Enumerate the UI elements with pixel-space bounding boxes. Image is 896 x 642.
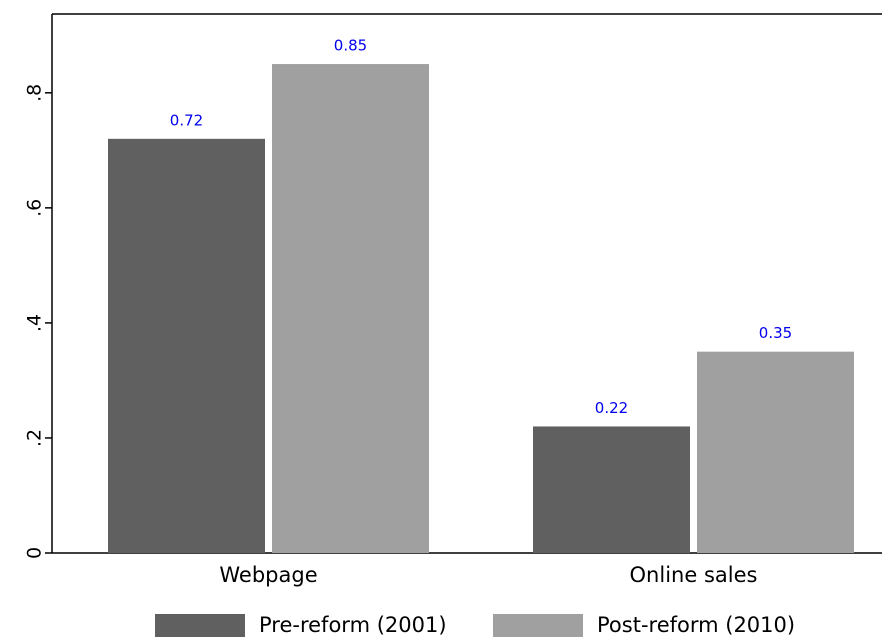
bar <box>533 426 690 553</box>
x-tick-label: Online sales <box>630 563 758 587</box>
y-tick-label: .8 <box>24 84 46 102</box>
y-tick-label: 0 <box>24 547 46 559</box>
legend-swatch <box>493 614 583 637</box>
bar <box>108 138 265 554</box>
legend-swatch <box>155 614 245 637</box>
y-tick-label: .2 <box>24 429 46 447</box>
value-label: 0.22 <box>595 399 628 417</box>
value-label: 0.35 <box>759 324 792 342</box>
bar <box>697 351 854 553</box>
bar <box>272 64 429 553</box>
y-tick-label: .4 <box>24 314 46 332</box>
legend-label: Post-reform (2010) <box>597 613 795 637</box>
legend-label: Pre-reform (2001) <box>259 613 447 637</box>
value-label: 0.72 <box>170 111 203 129</box>
y-tick-label: .6 <box>24 199 46 217</box>
value-label: 0.85 <box>334 37 367 55</box>
x-tick-label: Webpage <box>219 563 317 587</box>
